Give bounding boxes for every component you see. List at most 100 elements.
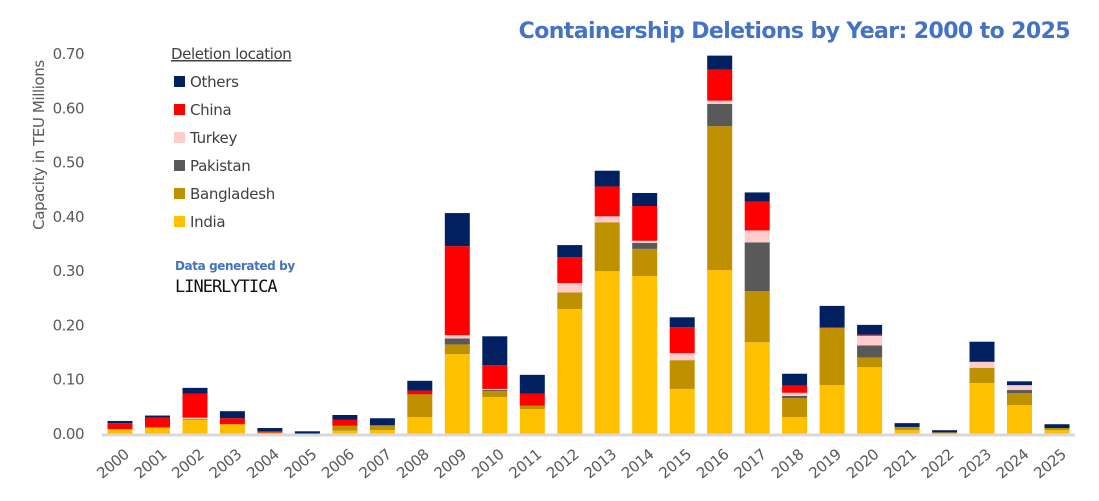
x-tick-label: 2024 <box>993 445 1032 482</box>
bar-bangladesh-2021 <box>894 426 920 431</box>
bar-india-2025 <box>1044 430 1070 434</box>
bar-stack-2016 <box>707 55 733 434</box>
bar-stack-2020 <box>857 324 883 434</box>
bar-china-2001 <box>145 417 170 427</box>
credit: Data generated by LINERLYTICA <box>175 259 296 297</box>
bar-china-2017 <box>744 201 770 231</box>
x-tick-label: 2004 <box>243 445 282 482</box>
bar-bangladesh-2011 <box>519 405 545 410</box>
bar-others-2006 <box>332 415 358 420</box>
bar-stack-2001 <box>145 415 170 434</box>
legend-label: India <box>190 213 225 231</box>
bar-bangladesh-2009 <box>444 344 470 355</box>
bar-others-2012 <box>557 245 583 258</box>
bar-turkey-2002 <box>182 417 208 419</box>
credit-brand: LINERLYTICA <box>175 277 277 297</box>
bar-turkey-2013 <box>594 216 620 223</box>
y-tick-label: 0.30 <box>53 262 84 280</box>
bar-bangladesh-2012 <box>557 292 583 310</box>
legend-label: Bangladesh <box>190 185 275 203</box>
legend: Deletion location Others China Turkey Pakis… <box>171 45 292 231</box>
bar-stack-2019 <box>819 305 845 434</box>
bar-others-2007 <box>369 418 395 426</box>
bar-india-2017 <box>744 342 770 434</box>
legend-label: Others <box>190 73 239 91</box>
bar-bangladesh-2016 <box>707 126 733 271</box>
credit-line-1: Data generated by <box>175 259 295 273</box>
bar-china-2006 <box>332 419 358 426</box>
y-tick-label: 0.10 <box>53 371 84 389</box>
bar-others-2021 <box>894 423 920 427</box>
bar-turkey-2014 <box>632 240 658 243</box>
bar-china-2014 <box>632 206 658 241</box>
bar-bangladesh-2025 <box>1044 428 1070 431</box>
bar-china-2008 <box>407 390 433 395</box>
bar-bangladesh-2002 <box>182 418 208 420</box>
bar-bangladesh-2024 <box>1007 393 1032 406</box>
bar-stack-2015 <box>669 317 695 434</box>
legend-swatch <box>174 132 185 143</box>
bar-india-2021 <box>894 430 920 434</box>
y-tick-label: 0.60 <box>53 99 84 117</box>
legend-swatch <box>174 104 185 115</box>
bar-pakistan-2018 <box>782 396 808 399</box>
bar-bangladesh-2020 <box>857 357 883 368</box>
bar-turkey-2023 <box>969 361 995 368</box>
bar-stack-2013 <box>594 170 620 434</box>
bar-stack-2023 <box>969 341 995 434</box>
x-tick-label: 2013 <box>581 445 620 482</box>
bar-india-2007 <box>369 430 395 434</box>
legend-label: Turkey <box>189 129 237 147</box>
y-tick-label: 0.70 <box>53 45 84 63</box>
bar-bangladesh-2001 <box>145 426 170 429</box>
bar-stack-2002 <box>182 387 208 434</box>
x-tick-label: 2017 <box>730 445 769 482</box>
legend-item-others: Others <box>174 73 239 91</box>
bar-china-2015 <box>669 327 695 354</box>
bar-turkey-2015 <box>669 353 695 361</box>
bar-stack-2003 <box>219 411 245 434</box>
legend-label: China <box>190 101 231 119</box>
bar-turkey-2020 <box>857 335 883 346</box>
bar-stack-2007 <box>369 418 395 434</box>
bar-stack-2024 <box>1007 381 1032 434</box>
x-tick-label: 2000 <box>93 445 132 482</box>
bar-stack-2008 <box>407 380 433 434</box>
x-tick-label: 2005 <box>281 445 320 482</box>
bar-bangladesh-2007 <box>369 425 395 431</box>
chart-title: Containership Deletions by Year: 2000 to… <box>519 19 1070 44</box>
bar-others-2020 <box>857 324 883 335</box>
bar-stack-2010 <box>482 336 508 434</box>
x-tick-label: 2001 <box>131 445 170 482</box>
bar-china-2013 <box>594 186 620 217</box>
bar-turkey-2018 <box>782 392 808 396</box>
bar-china-2018 <box>782 385 808 393</box>
x-tick-label: 2011 <box>506 445 545 482</box>
x-tick-label: 2003 <box>206 445 245 482</box>
y-tick-label: 0.20 <box>53 316 84 334</box>
bar-stack-2018 <box>782 373 808 434</box>
legend-item-china: China <box>174 101 232 119</box>
bar-stack-2014 <box>632 192 658 434</box>
bar-others-2008 <box>407 380 433 391</box>
x-tick-label: 2010 <box>468 445 507 482</box>
bar-stack-2011 <box>519 374 545 434</box>
bar-india-2008 <box>407 417 433 434</box>
bar-india-2001 <box>145 428 170 434</box>
bar-bangladesh-2004 <box>257 432 283 434</box>
bar-india-2011 <box>519 409 545 434</box>
bar-bangladesh-2015 <box>669 360 695 389</box>
legend-item-turkey: Turkey <box>174 129 238 147</box>
bar-others-2010 <box>482 336 508 366</box>
bar-china-2003 <box>219 418 245 425</box>
bar-others-2024 <box>1007 381 1032 386</box>
x-tick-label: 2020 <box>843 445 882 482</box>
bars <box>107 55 1070 435</box>
x-tick-label: 2008 <box>393 445 432 482</box>
bar-pakistan-2020 <box>857 345 883 358</box>
x-tick-label: 2002 <box>168 445 207 482</box>
bar-bangladesh-2018 <box>782 398 808 418</box>
bar-turkey-2017 <box>744 230 770 243</box>
bar-others-2019 <box>819 305 845 328</box>
